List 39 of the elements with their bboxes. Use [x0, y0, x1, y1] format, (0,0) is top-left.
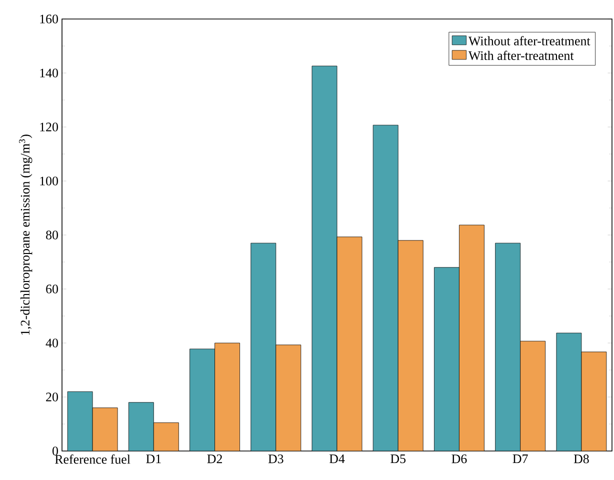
bar [214, 343, 240, 451]
bar [556, 332, 582, 451]
bar [68, 392, 93, 451]
y-tick-label: 20 [46, 392, 58, 402]
y-tick-label: 120 [40, 122, 58, 132]
y-tick-label: 60 [46, 284, 58, 294]
y-tick-label: 160 [40, 14, 58, 24]
x-tick-label: D4 [329, 454, 345, 464]
x-tick-label: Reference fuel [55, 454, 130, 464]
bar [581, 352, 607, 451]
x-tick-label: D1 [146, 454, 161, 464]
bar [190, 348, 215, 451]
legend-label: Without after-treatment [468, 36, 590, 46]
y-tick-label: 100 [40, 176, 58, 186]
bar [312, 66, 337, 451]
x-tick-label: D5 [390, 454, 406, 464]
y-tick-label: 0 [52, 446, 58, 456]
y-tick-label: 140 [40, 68, 58, 78]
bar [434, 267, 460, 451]
bar [128, 402, 154, 451]
bar [495, 243, 520, 451]
bar [336, 236, 362, 451]
bar [250, 243, 276, 451]
x-tick-label: D3 [268, 454, 284, 464]
x-tick-label: D7 [512, 454, 528, 464]
bar [154, 422, 179, 451]
bar [398, 240, 424, 451]
y-tick-label: 40 [46, 338, 58, 348]
bar [276, 344, 301, 451]
x-tick-label: D8 [574, 454, 589, 464]
bar [459, 225, 484, 451]
x-tick-label: D2 [207, 454, 222, 464]
legend-label: With after-treatment [468, 50, 574, 60]
bar [92, 408, 118, 451]
y-tick-label: 80 [46, 230, 58, 240]
y-axis-title: 1,2-dichloropropane emission (mg/m$^{3}$) [19, 134, 32, 335]
x-tick-label: D6 [452, 454, 467, 464]
bar [520, 341, 546, 451]
bar [373, 125, 398, 451]
